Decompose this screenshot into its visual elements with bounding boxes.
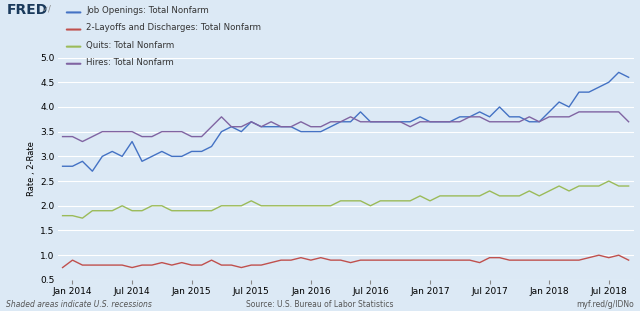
Text: ✓/: ✓/: [42, 5, 51, 14]
Text: 2-Layoffs and Discharges: Total Nonfarm: 2-Layoffs and Discharges: Total Nonfarm: [86, 24, 261, 32]
Text: Hires: Total Nonfarm: Hires: Total Nonfarm: [86, 58, 174, 67]
Text: FRED: FRED: [6, 3, 47, 17]
Y-axis label: Rate , 2-Rate: Rate , 2-Rate: [28, 141, 36, 196]
Text: Job Openings: Total Nonfarm: Job Openings: Total Nonfarm: [86, 7, 209, 15]
Text: Quits: Total Nonfarm: Quits: Total Nonfarm: [86, 41, 175, 49]
Text: myf.red/g/IDNo: myf.red/g/IDNo: [576, 300, 634, 309]
Text: Source: U.S. Bureau of Labor Statistics: Source: U.S. Bureau of Labor Statistics: [246, 300, 394, 309]
Text: Shaded areas indicate U.S. recessions: Shaded areas indicate U.S. recessions: [6, 300, 152, 309]
